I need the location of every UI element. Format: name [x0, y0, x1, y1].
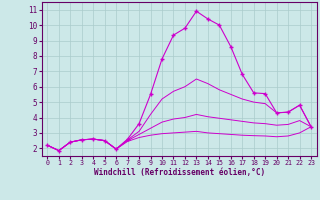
X-axis label: Windchill (Refroidissement éolien,°C): Windchill (Refroidissement éolien,°C): [94, 168, 265, 177]
